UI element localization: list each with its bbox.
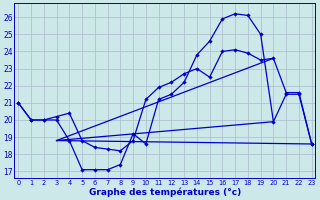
X-axis label: Graphe des températures (°c): Graphe des températures (°c) xyxy=(89,187,241,197)
